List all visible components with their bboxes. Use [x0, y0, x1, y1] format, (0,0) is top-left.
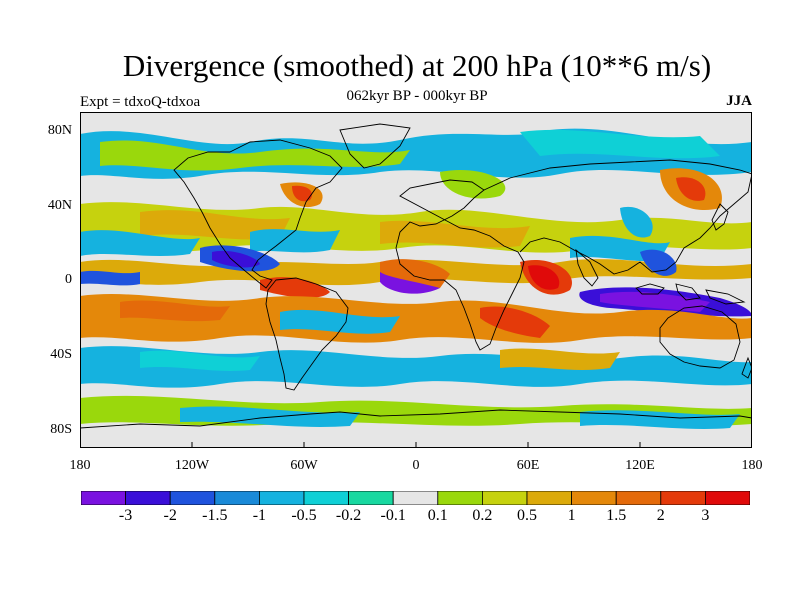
- colorbar-swatch: [705, 491, 750, 505]
- lon-tick-label: 120E: [625, 458, 655, 473]
- colorbar-label: -2: [163, 507, 177, 524]
- lon-tick-label: 180: [741, 458, 763, 473]
- colorbar-swatch: [660, 491, 706, 505]
- colorbar-swatch: [303, 491, 349, 505]
- lon-tick-label: 60E: [516, 458, 540, 473]
- colorbar-swatch: [214, 491, 260, 505]
- colorbar-label: -1: [252, 507, 267, 524]
- colorbar-label: 1.5: [606, 507, 627, 524]
- lon-tick-label: 60W: [290, 458, 318, 473]
- colorbar: [81, 491, 750, 505]
- divergence-field: [80, 112, 752, 448]
- colorbar-swatch: [481, 491, 528, 505]
- experiment-label: Expt = tdxoQ-tdxoa: [80, 94, 201, 110]
- colorbar-swatch: [437, 491, 483, 505]
- lat-tick-label: 40N: [47, 198, 72, 213]
- colorbar-label: -3: [118, 507, 133, 524]
- colorbar-label: -0.2: [335, 507, 362, 524]
- lon-tick-label: 180: [69, 458, 91, 473]
- season-label: JJA: [726, 93, 752, 109]
- colorbar-label: 3: [701, 507, 710, 524]
- colorbar-swatch: [526, 491, 572, 505]
- lon-tick-label: 120W: [174, 458, 210, 473]
- colorbar-swatch: [348, 491, 394, 505]
- lon-tick-label: 0: [412, 458, 420, 473]
- lat-tick-label: 40S: [50, 347, 72, 362]
- colorbar-swatch: [571, 491, 617, 505]
- colorbar-swatch: [615, 491, 662, 505]
- colorbar-label: -0.5: [291, 507, 317, 524]
- colorbar-swatch: [392, 491, 439, 505]
- colorbar-swatch: [81, 491, 126, 505]
- map-svg: [74, 112, 752, 448]
- colorbar-label: -1.5: [202, 507, 228, 524]
- colorbar-label: 0.5: [517, 507, 537, 524]
- colorbar-label: -0.1: [380, 507, 406, 524]
- lat-tick-label: 80S: [50, 422, 72, 437]
- divergence-map: [74, 112, 752, 448]
- colorbar-swatch: [169, 491, 216, 505]
- coastlines: [80, 123, 752, 429]
- colorbar-label: 2: [656, 507, 665, 524]
- colorbar-label: 0.1: [427, 507, 448, 524]
- lat-tick-label: 0: [65, 272, 72, 287]
- plot-title: Divergence (smoothed) at 200 hPa (10**6 …: [122, 48, 712, 83]
- colorbar-label: 1: [567, 507, 576, 524]
- lat-tick-label: 80N: [47, 123, 72, 138]
- period-subtitle: 062kyr BP - 000kyr BP: [346, 88, 488, 104]
- colorbar-label: 0.2: [472, 507, 493, 524]
- colorbar-swatch: [258, 491, 305, 505]
- colorbar-swatch: [125, 491, 171, 505]
